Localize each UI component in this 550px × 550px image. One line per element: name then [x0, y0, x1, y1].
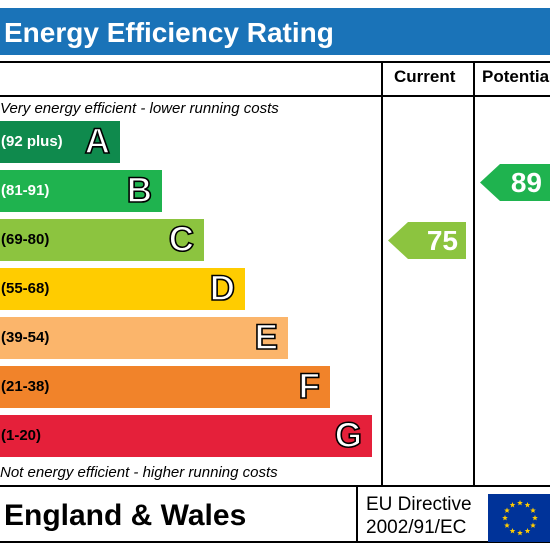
- eu-star-icon: [532, 515, 538, 521]
- eu-star-icon: [524, 527, 531, 534]
- eu-star-icon: [530, 522, 536, 528]
- current-rating-value: 75: [426, 225, 458, 256]
- eu-star-icon: [502, 515, 508, 521]
- band-b-letter: B: [126, 171, 153, 211]
- potential-rating-arrow: 89: [480, 164, 550, 201]
- band-f-letter: F: [298, 367, 321, 407]
- footer-divider: [356, 487, 358, 543]
- band-d-letter: D: [209, 269, 236, 309]
- band-e-letter: E: [254, 318, 279, 358]
- potential-column-divider: [473, 61, 475, 487]
- title-bar: Energy Efficiency Rating: [0, 8, 550, 55]
- band-a: (92 plus) A: [0, 121, 120, 163]
- rating-table-frame: [0, 61, 550, 487]
- eu-directive-number: 2002/91/EC: [366, 517, 467, 538]
- band-c-range: (69-80): [1, 231, 50, 248]
- top-note: Very energy efficient - lower running co…: [0, 100, 279, 117]
- footer-bottom-line: [0, 541, 550, 543]
- band-b: (81-91) B: [0, 170, 162, 212]
- band-c-letter: C: [168, 220, 195, 260]
- band-d: (55-68) D: [0, 268, 245, 310]
- page-title: Energy Efficiency Rating: [4, 17, 334, 48]
- band-e: (39-54) E: [0, 317, 288, 359]
- eu-flag-stars: [502, 500, 538, 536]
- band-g-range: (1-20): [1, 427, 42, 444]
- eu-star-icon: [517, 530, 523, 536]
- eu-star-icon: [524, 502, 531, 508]
- band-e-range: (39-54): [1, 329, 50, 346]
- eu-star-icon: [504, 522, 510, 528]
- eu-star-icon: [509, 502, 516, 508]
- band-g: (1-20) G: [0, 415, 372, 457]
- potential-column-header: Potentia: [482, 67, 550, 86]
- current-column-divider: [381, 61, 383, 487]
- band-f-range: (21-38): [1, 378, 50, 395]
- band-f: (21-38) F: [0, 366, 330, 408]
- eu-star-icon: [509, 527, 516, 534]
- eu-directive-label: EU Directive: [366, 494, 472, 515]
- bottom-note: Not energy efficient - higher running co…: [0, 464, 278, 481]
- band-c: (69-80) C: [0, 219, 204, 261]
- band-d-range: (55-68): [1, 280, 50, 297]
- header-divider: [0, 95, 550, 97]
- eu-flag-icon: [488, 494, 550, 542]
- band-a-letter: A: [84, 122, 111, 162]
- eu-star-icon: [530, 507, 536, 513]
- potential-rating-value: 89: [510, 167, 542, 198]
- band-g-letter: G: [334, 416, 363, 456]
- current-column-header: Current: [394, 67, 456, 86]
- eu-star-icon: [517, 500, 523, 506]
- eu-star-icon: [504, 507, 510, 513]
- region-label: England & Wales: [4, 499, 247, 532]
- band-b-range: (81-91): [1, 182, 50, 199]
- band-a-range: (92 plus): [1, 133, 63, 150]
